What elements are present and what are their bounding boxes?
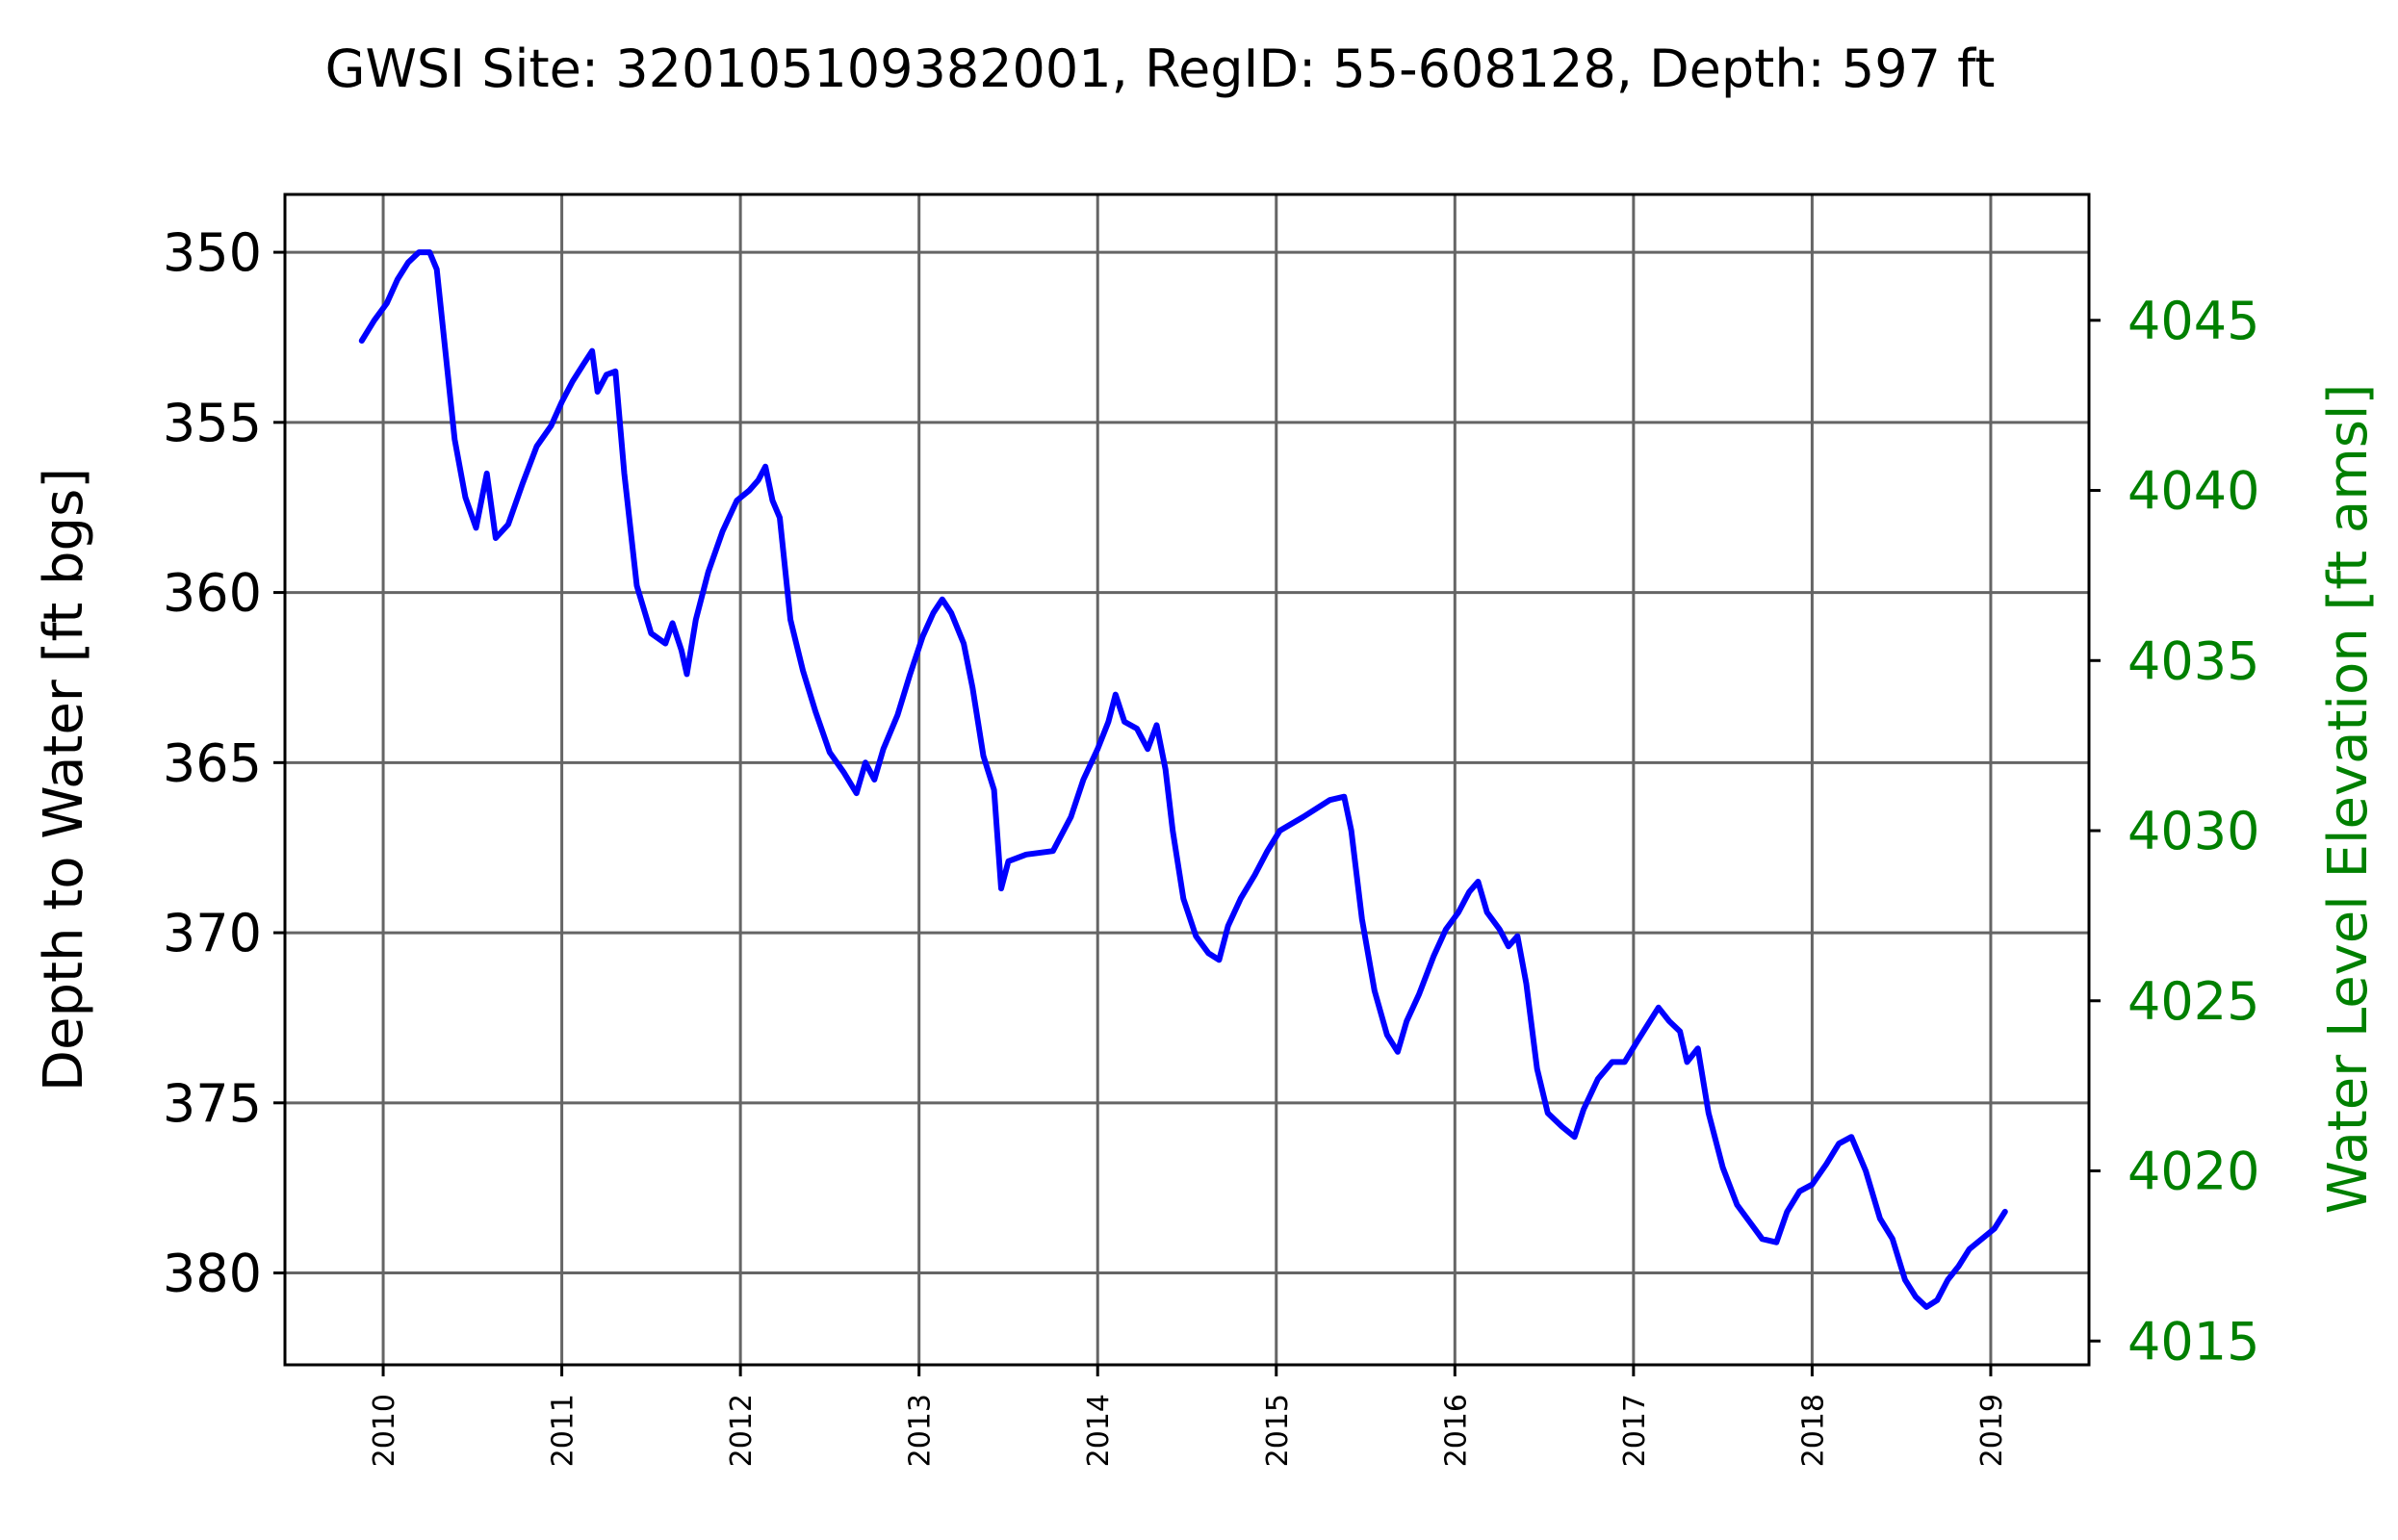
y-tick-label: 375 (163, 1073, 262, 1134)
y-tick-label: 380 (163, 1244, 262, 1304)
x-tick-label: 2015 (1261, 1394, 1295, 1467)
x-tick-label: 2014 (1082, 1394, 1116, 1467)
y-axis-left: 350 355 360 365 370 375 380 (163, 222, 285, 1304)
y-tick-label: 360 (163, 563, 262, 624)
x-tick-label: 2012 (725, 1394, 759, 1467)
x-tick-label: 2019 (1975, 1394, 2009, 1467)
plot-frame (283, 192, 2091, 1367)
x-tick-label: 2016 (1439, 1394, 1473, 1467)
x-tick-label: 2010 (368, 1394, 401, 1467)
y-tick-label: 370 (163, 903, 262, 963)
x-tick-label: 2018 (1796, 1394, 1830, 1467)
chart-title: GWSI Site: 320105109382001, RegID: 55-60… (325, 38, 1996, 99)
y2-tick-label: 4020 (2127, 1142, 2259, 1202)
y2-tick-label: 4040 (2127, 461, 2259, 522)
x-tick-label: 2013 (904, 1394, 938, 1467)
grid (285, 194, 2089, 1365)
y-tick-label: 350 (163, 222, 262, 283)
y2-tick-label: 4045 (2127, 291, 2259, 351)
y2-tick-label: 4035 (2127, 630, 2259, 691)
y-axis-label: Depth to Water [ft bgs] (33, 468, 95, 1091)
y2-tick-label: 4030 (2127, 801, 2259, 861)
y2-tick-label: 4025 (2127, 971, 2259, 1032)
x-tick-label: 2017 (1618, 1394, 1652, 1467)
x-axis: 2010 2011 2012 2013 2014 2015 2016 2017 2018 2019 (368, 1365, 2009, 1467)
y-tick-label: 365 (163, 732, 262, 793)
x-tick-label: 2011 (547, 1394, 580, 1467)
series-line (358, 249, 2008, 1310)
y-axis-right: 4015 4020 4025 4030 4035 4040 4045 (2089, 291, 2259, 1372)
y2-axis-label: Water Level Elevation [ft amsl] (2317, 384, 2380, 1215)
y-tick-label: 355 (163, 393, 262, 453)
y2-tick-label: 4015 (2127, 1311, 2259, 1372)
